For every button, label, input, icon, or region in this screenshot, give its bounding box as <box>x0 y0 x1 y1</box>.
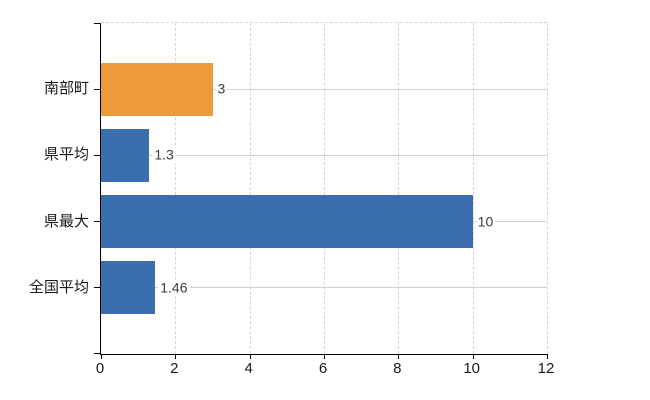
category-label: 南部町 <box>43 79 89 97</box>
x-tick-label: 0 <box>95 360 105 377</box>
vertical-gridline <box>547 23 548 354</box>
category-gridline <box>101 154 547 156</box>
x-tick-label: 8 <box>393 360 402 377</box>
value-label: 1.46 <box>158 279 190 296</box>
x-axis-tick <box>101 354 102 359</box>
category-label: 県最大 <box>43 212 89 230</box>
bar <box>101 62 213 116</box>
x-tick-label: 4 <box>244 360 253 377</box>
category-label: 県平均 <box>43 146 89 164</box>
x-axis-tick <box>175 354 177 359</box>
x-axis-labels: 0 2 4 6 8 10 12 <box>96 360 555 381</box>
category-gridline <box>101 287 547 289</box>
x-axis-tick <box>324 354 325 359</box>
value-label: 1.3 <box>152 146 176 164</box>
value-label: 3 <box>215 80 228 97</box>
plot-top-border <box>101 22 547 23</box>
category-gridline <box>101 88 547 90</box>
plot-area: 3 1.3 10 1.46 <box>94 22 548 359</box>
y-axis-end-tick <box>94 353 100 354</box>
y-axis-tick <box>94 154 100 156</box>
vertical-gridline <box>398 23 400 354</box>
x-axis-tick <box>249 354 251 359</box>
x-tick-label: 12 <box>537 360 555 377</box>
y-axis-tick <box>94 287 100 289</box>
x-axis-tick <box>398 354 400 359</box>
x-tick-label: 10 <box>463 360 480 377</box>
vertical-gridline <box>175 23 177 354</box>
x-axis-tick <box>547 354 548 359</box>
bar <box>101 195 473 249</box>
y-axis-end-tick <box>94 23 100 24</box>
vertical-gridline <box>472 23 474 354</box>
vertical-gridline <box>249 23 251 354</box>
x-tick-label: 2 <box>170 360 179 377</box>
y-axis-labels: 南部町県平均県最大全国平均 <box>0 23 93 354</box>
bar <box>101 261 156 315</box>
category-label: 全国平均 <box>28 278 89 296</box>
vertical-gridline <box>324 23 325 354</box>
x-tick-label: 6 <box>318 360 328 377</box>
y-axis-tick <box>94 221 100 223</box>
bar <box>101 128 150 182</box>
x-axis-tick <box>472 354 474 359</box>
value-label: 10 <box>475 212 496 230</box>
y-axis-tick <box>94 88 100 90</box>
